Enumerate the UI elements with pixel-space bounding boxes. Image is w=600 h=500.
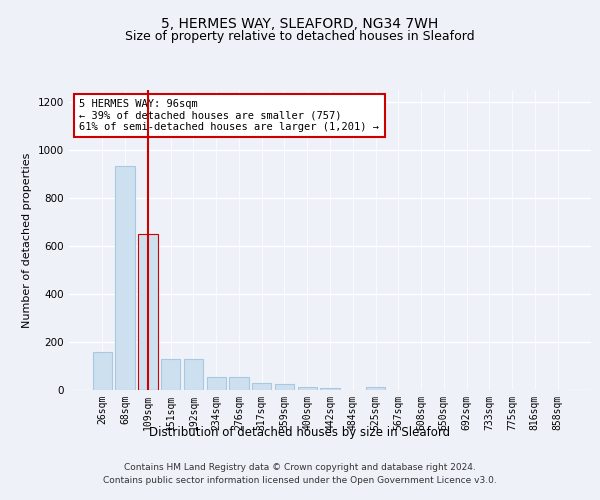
Bar (275, 384, 294, 390)
Bar (184, 360, 203, 390)
Text: Distribution of detached houses by size in Sleaford: Distribution of detached houses by size … (149, 426, 451, 439)
Bar (252, 383, 271, 390)
Text: Contains HM Land Registry data © Crown copyright and database right 2024.: Contains HM Land Registry data © Crown c… (124, 464, 476, 472)
Bar (161, 359, 181, 390)
Text: 5 HERMES WAY: 96sqm
← 39% of detached houses are smaller (757)
61% of semi-detac: 5 HERMES WAY: 96sqm ← 39% of detached ho… (79, 99, 379, 132)
Bar (115, 166, 135, 390)
Bar (206, 377, 226, 390)
Bar (138, 234, 158, 390)
Bar (298, 387, 317, 390)
Bar (366, 387, 385, 390)
Text: Size of property relative to detached houses in Sleaford: Size of property relative to detached ho… (125, 30, 475, 43)
Bar (320, 388, 340, 390)
Bar (93, 352, 112, 390)
Text: 5, HERMES WAY, SLEAFORD, NG34 7WH: 5, HERMES WAY, SLEAFORD, NG34 7WH (161, 18, 439, 32)
Text: Contains public sector information licensed under the Open Government Licence v3: Contains public sector information licen… (103, 476, 497, 485)
Bar (229, 377, 248, 390)
Y-axis label: Number of detached properties: Number of detached properties (22, 152, 32, 328)
